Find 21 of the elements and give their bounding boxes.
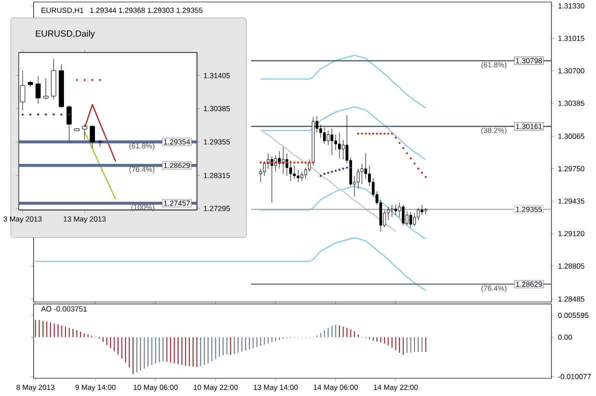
candlestick [66, 104, 72, 142]
candlestick [364, 152, 368, 180]
candlestick [413, 212, 416, 227]
chart-title: EURUSD,Daily [36, 30, 95, 38]
candlestick [420, 204, 424, 216]
candlestick [82, 124, 88, 140]
candlestick [402, 204, 405, 226]
candlestick [323, 127, 326, 144]
candlestick [326, 130, 330, 146]
candlestick [293, 165, 296, 180]
candlestick [58, 64, 64, 108]
line-series [84, 131, 116, 200]
candlestick [330, 128, 334, 156]
candlestick [360, 163, 364, 184]
candlestick [342, 140, 345, 160]
candlestick [390, 204, 394, 218]
candlestick [406, 210, 408, 226]
candlestick [356, 168, 360, 190]
candlestick [338, 132, 341, 159]
candlestick [36, 76, 41, 104]
candlestick [28, 80, 33, 88]
